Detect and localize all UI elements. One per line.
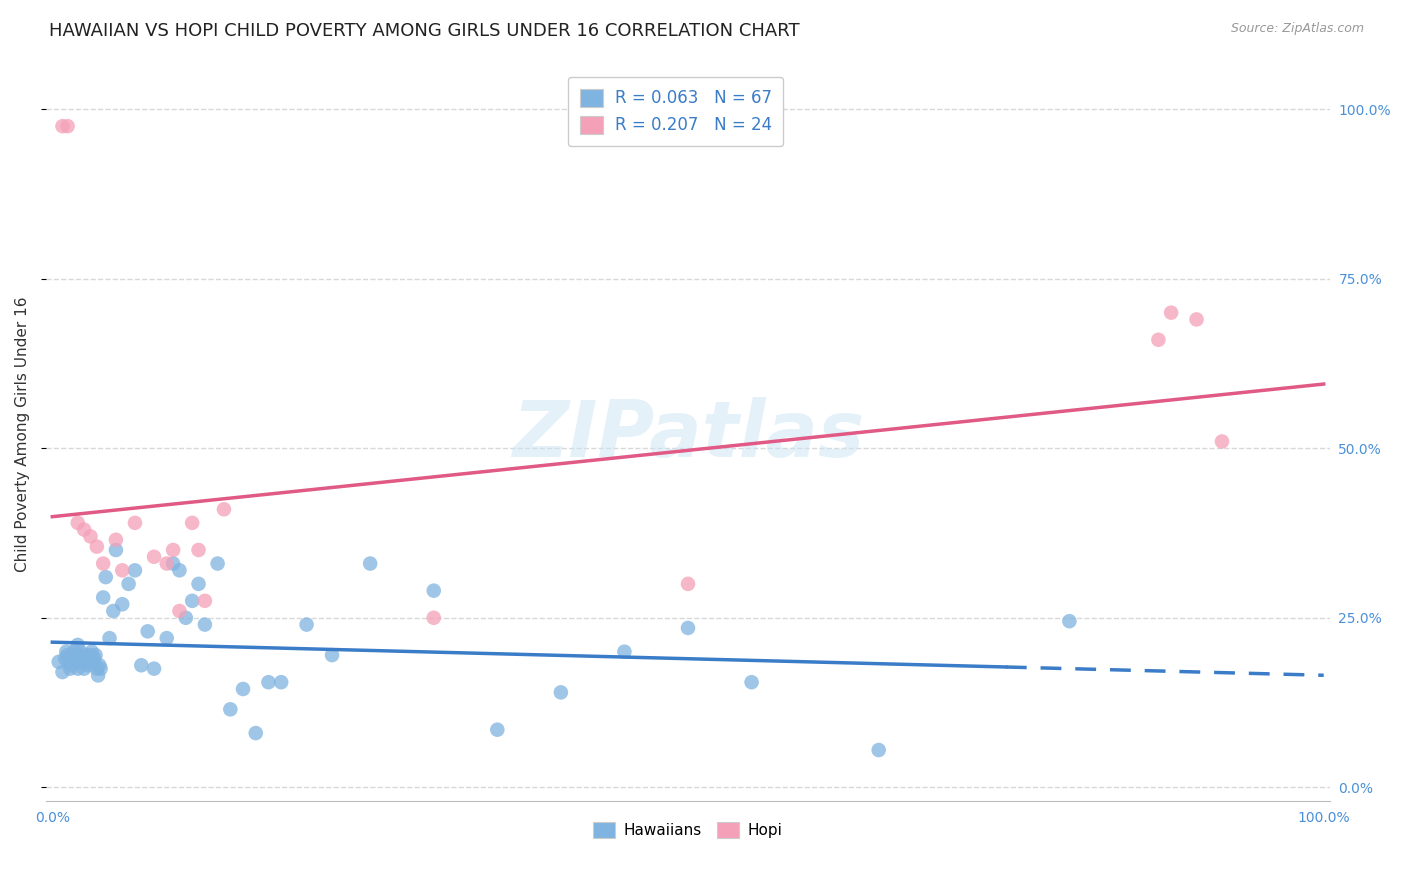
Point (73, 662, 96, 676)
Point (111, 597, 134, 611)
Point (65, 655, 87, 669)
Point (613, 645, 636, 659)
Point (174, 611, 197, 625)
Point (77, 658, 100, 673)
Point (76, 648, 98, 662)
Point (90, 662, 112, 676)
Point (1160, 305, 1182, 319)
Point (104, 543, 127, 558)
Point (868, 743, 890, 757)
Point (187, 543, 209, 558)
Point (194, 594, 217, 608)
Point (62, 648, 84, 662)
Point (103, 604, 125, 618)
Point (59, 662, 82, 676)
Point (56, 648, 79, 662)
Point (1185, 312, 1208, 326)
Point (69, 645, 91, 659)
Legend: Hawaiians, Hopi: Hawaiians, Hopi (588, 815, 789, 845)
Point (66, 516, 89, 530)
Point (1211, 434, 1233, 449)
Point (89, 658, 111, 673)
Point (48, 655, 70, 669)
Point (58, 655, 80, 669)
Point (111, 563, 134, 577)
Point (63, 645, 86, 659)
Point (75, 655, 97, 669)
Point (86, 540, 108, 554)
Point (94, 570, 117, 584)
Point (51, 665, 73, 679)
Point (257, 675, 280, 690)
Point (60, 658, 83, 673)
Point (104, 533, 127, 547)
Point (169, 563, 191, 577)
Point (124, 563, 146, 577)
Point (207, 557, 229, 571)
Point (79, 529, 101, 543)
Point (232, 681, 254, 696)
Point (187, 577, 209, 591)
Point (181, 594, 204, 608)
Point (1147, 333, 1170, 347)
Point (422, 583, 444, 598)
Point (156, 631, 179, 645)
Point (486, 723, 509, 737)
Point (676, 621, 699, 635)
Point (67, 648, 90, 662)
Point (321, 648, 343, 662)
Point (162, 557, 184, 571)
Point (741, 675, 763, 690)
Point (98, 631, 121, 645)
Point (55, 645, 77, 659)
Point (676, 577, 699, 591)
Point (194, 617, 217, 632)
Point (181, 516, 204, 530)
Point (295, 617, 318, 632)
Point (143, 549, 166, 564)
Text: HAWAIIAN VS HOPI CHILD POVERTY AMONG GIRLS UNDER 16 CORRELATION CHART: HAWAIIAN VS HOPI CHILD POVERTY AMONG GIR… (49, 22, 800, 40)
Point (73, 523, 96, 537)
Point (270, 675, 292, 690)
Point (169, 604, 191, 618)
Point (51, 119, 73, 133)
Point (56, 119, 79, 133)
Point (72, 651, 94, 665)
Point (550, 685, 572, 699)
Text: Source: ZipAtlas.com: Source: ZipAtlas.com (1230, 22, 1364, 36)
Point (66, 638, 89, 652)
Point (359, 557, 381, 571)
Point (212, 502, 235, 516)
Point (1059, 614, 1081, 628)
Point (84, 648, 107, 662)
Point (422, 611, 444, 625)
Point (124, 516, 146, 530)
Point (83, 651, 105, 665)
Point (156, 557, 179, 571)
Point (53, 651, 76, 665)
Point (80, 645, 103, 659)
Point (91, 591, 114, 605)
Point (79, 648, 101, 662)
Point (117, 577, 139, 591)
Point (77, 655, 100, 669)
Point (245, 726, 267, 740)
Point (66, 662, 89, 676)
Point (70, 655, 93, 669)
Point (87, 668, 110, 682)
Point (136, 624, 159, 639)
Point (63, 651, 86, 665)
Y-axis label: Child Poverty Among Girls Under 16: Child Poverty Among Girls Under 16 (15, 297, 30, 573)
Point (219, 702, 242, 716)
Point (162, 543, 184, 558)
Point (143, 662, 166, 676)
Point (91, 557, 114, 571)
Point (86, 662, 108, 676)
Point (82, 655, 104, 669)
Text: ZIPatlas: ZIPatlas (512, 397, 865, 473)
Point (131, 658, 153, 673)
